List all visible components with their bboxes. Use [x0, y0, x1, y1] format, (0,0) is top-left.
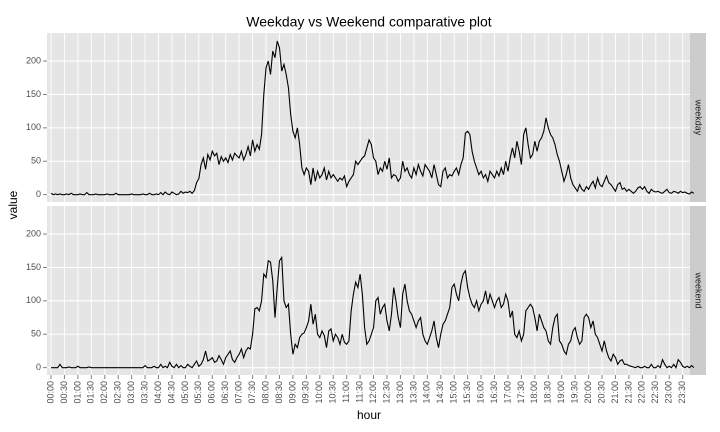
panel-background: [47, 206, 690, 375]
x-tick-label: 07:00: [234, 381, 244, 404]
data-line: [50, 40, 695, 196]
y-tick-label: 200: [26, 228, 41, 238]
x-tick-label: 07:30: [247, 381, 257, 404]
y-tick-label: 150: [26, 262, 41, 272]
x-tick-label: 00:30: [59, 381, 69, 404]
x-tick-label: 12:00: [368, 381, 378, 404]
x-tick-label: 09:00: [287, 381, 297, 404]
x-tick-label: 22:30: [650, 381, 660, 404]
x-tick-label: 06:00: [207, 381, 217, 404]
x-tick-label: 00:00: [45, 381, 55, 404]
x-tick-label: 03:30: [139, 381, 149, 404]
x-tick-label: 05:00: [180, 381, 190, 404]
x-tick-label: 02:00: [99, 381, 109, 404]
x-tick-label: 16:00: [475, 381, 485, 404]
x-tick-label: 01:00: [72, 381, 82, 404]
x-tick-label: 03:00: [126, 381, 136, 404]
x-tick-label: 13:00: [395, 381, 405, 404]
y-tick-label: 0: [36, 362, 41, 372]
y-tick-label: 50: [31, 329, 41, 339]
x-tick-label: 04:00: [153, 381, 163, 404]
x-tick-label: 17:30: [516, 381, 526, 404]
x-tick-label: 06:30: [220, 381, 230, 404]
x-tick-label: 23:30: [677, 381, 687, 404]
x-tick-label: 10:00: [314, 381, 324, 404]
y-tick-label: 150: [26, 89, 41, 99]
facet-label: weekday: [694, 99, 704, 136]
chart-title: Weekday vs Weekend comparative plot: [246, 14, 491, 30]
x-tick-label: 14:00: [422, 381, 432, 404]
x-tick-label: 02:30: [113, 381, 123, 404]
x-tick-label: 22:00: [637, 381, 647, 404]
x-tick-label: 08:00: [260, 381, 270, 404]
x-tick-label: 15:30: [462, 381, 472, 404]
y-axis-label: value: [6, 190, 20, 219]
x-tick-label: 19:30: [570, 381, 580, 404]
x-tick-label: 20:00: [583, 381, 593, 404]
x-tick-label: 19:00: [556, 381, 566, 404]
facet-strip: [690, 33, 706, 202]
x-tick-label: 01:30: [86, 381, 96, 404]
x-tick-label: 18:00: [529, 381, 539, 404]
x-axis-label: hour: [357, 408, 381, 422]
x-tick-label: 11:30: [354, 381, 364, 403]
facet-strip: [690, 206, 706, 375]
data-line: [51, 255, 695, 369]
y-tick-label: 200: [26, 55, 41, 65]
x-tick-label: 21:00: [610, 381, 620, 404]
x-tick-label: 14:30: [435, 381, 445, 404]
y-tick-label: 100: [26, 295, 41, 305]
y-tick-label: 0: [36, 189, 41, 199]
x-tick-label: 09:30: [301, 381, 311, 404]
x-tick-label: 08:30: [274, 381, 284, 404]
x-tick-label: 16:30: [489, 381, 499, 404]
x-tick-label: 18:30: [543, 381, 553, 404]
x-tick-label: 04:30: [166, 381, 176, 404]
x-tick-label: 20:30: [596, 381, 606, 404]
y-tick-label: 50: [31, 156, 41, 166]
x-tick-label: 05:30: [193, 381, 203, 404]
x-tick-label: 13:30: [408, 381, 418, 404]
y-tick-label: 100: [26, 122, 41, 132]
x-tick-label: 21:30: [623, 381, 633, 404]
panel-background: [47, 33, 690, 202]
facet-label: weekend: [694, 271, 704, 308]
x-tick-label: 23:00: [664, 381, 674, 404]
x-tick-label: 12:30: [381, 381, 391, 404]
x-tick-label: 11:00: [341, 381, 351, 403]
x-tick-label: 15:00: [449, 381, 459, 404]
x-tick-label: 17:00: [502, 381, 512, 404]
x-tick-label: 10:30: [328, 381, 338, 404]
